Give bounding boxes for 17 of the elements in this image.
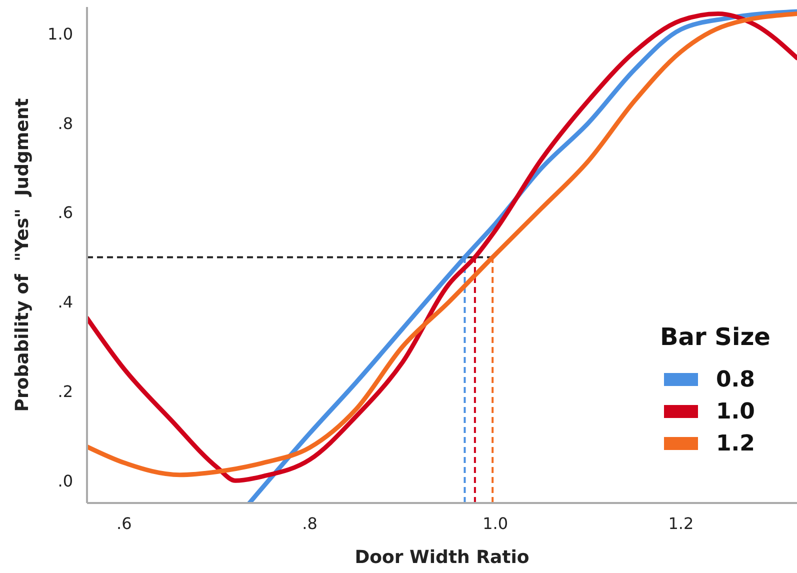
x-tick-label: 1.0 [482, 514, 508, 533]
y-tick-label: .0 [58, 471, 73, 490]
y-tick-label: .6 [58, 203, 73, 222]
x-axis-title: Door Width Ratio [354, 547, 530, 568]
y-tick-label: .2 [58, 382, 73, 401]
x-tick-label: 1.2 [668, 514, 694, 533]
legend-label: 0.8 [716, 368, 755, 393]
y-tick-label: .8 [58, 114, 73, 133]
line-series [247, 9, 797, 503]
y-axis-title: Probability of "Yes" Judgment [12, 98, 33, 412]
legend-label: 1.0 [716, 400, 755, 425]
y-tick-label: 1.0 [48, 24, 73, 44]
y-tick-label: .4 [58, 292, 73, 312]
x-tick-label: .6 [116, 514, 132, 533]
legend-label: 1.2 [716, 432, 755, 457]
legend-title: Bar Size [660, 323, 770, 351]
x-tick-label: .8 [302, 514, 318, 533]
